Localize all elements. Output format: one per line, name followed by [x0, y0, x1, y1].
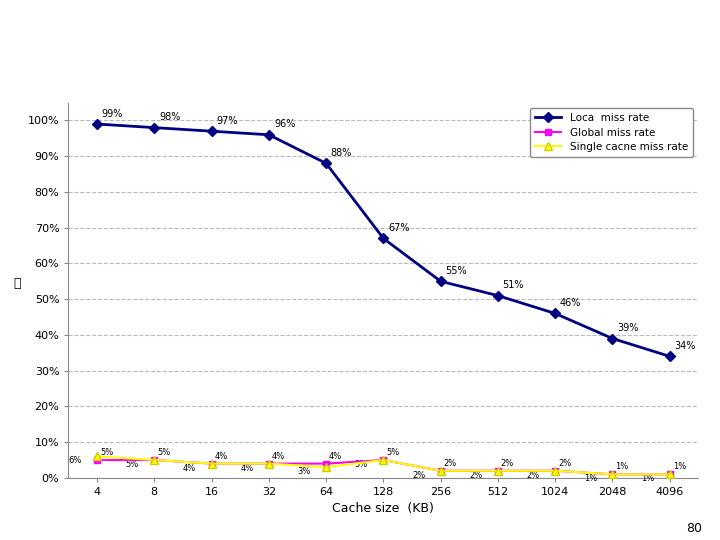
Text: 1%: 1% — [672, 462, 686, 471]
Loca  miss rate — [494, 292, 503, 299]
Text: 5%: 5% — [126, 460, 139, 469]
Text: 67%: 67% — [388, 223, 410, 233]
Text: 3%: 3% — [297, 467, 311, 476]
Text: 99%: 99% — [102, 109, 123, 119]
Text: 1%: 1% — [584, 474, 597, 483]
Text: 2%: 2% — [412, 471, 426, 480]
Text: 5%: 5% — [100, 448, 113, 457]
Text: 4%: 4% — [240, 463, 253, 472]
Single cacne miss rate — [264, 461, 273, 467]
Global miss rate — [379, 457, 388, 463]
Text: 97%: 97% — [216, 116, 238, 126]
Single cacne miss rate — [436, 468, 445, 474]
Text: 88%: 88% — [330, 148, 352, 158]
Legend: Loca  miss rate, Global miss rate, Single cacne miss rate: Loca miss rate, Global miss rate, Single… — [530, 108, 693, 157]
X-axis label: Cache size  (KB): Cache size (KB) — [333, 503, 434, 516]
Single cacne miss rate — [551, 468, 559, 474]
Single cacne miss rate — [93, 453, 102, 460]
Text: 34%: 34% — [675, 341, 696, 351]
Global miss rate — [322, 461, 330, 467]
Global miss rate — [150, 457, 158, 463]
Single cacne miss rate — [665, 471, 674, 477]
Text: 2%: 2% — [526, 471, 540, 480]
Loca  miss rate — [436, 278, 445, 285]
Loca  miss rate — [551, 310, 559, 317]
Text: 98%: 98% — [159, 112, 180, 122]
Line: Loca  miss rate: Loca miss rate — [94, 120, 673, 360]
Loca  miss rate — [264, 132, 273, 138]
Text: 5%: 5% — [355, 460, 368, 469]
Single cacne miss rate — [379, 457, 388, 463]
Text: 51%: 51% — [503, 280, 524, 291]
Single cacne miss rate — [150, 457, 158, 463]
Loca  miss rate — [207, 128, 216, 134]
Global miss rate — [494, 468, 503, 474]
Loca  miss rate — [665, 353, 674, 360]
Text: 39%: 39% — [617, 323, 639, 333]
Loca  miss rate — [93, 121, 102, 127]
Global miss rate — [207, 461, 216, 467]
Global miss rate — [665, 471, 674, 477]
Text: 4%: 4% — [215, 452, 228, 461]
Text: 2%: 2% — [558, 459, 572, 468]
Text: 80: 80 — [686, 522, 702, 535]
Loca  miss rate — [379, 235, 388, 242]
Global miss rate — [551, 468, 559, 474]
Global miss rate — [436, 468, 445, 474]
Text: 5%: 5% — [386, 448, 400, 457]
Single cacne miss rate — [207, 461, 216, 467]
Text: 4%: 4% — [183, 463, 196, 472]
Text: caches: caches — [329, 59, 420, 83]
Text: 2%: 2% — [444, 459, 456, 468]
Single cacne miss rate — [322, 464, 330, 470]
Global miss rate — [93, 457, 102, 463]
Text: 1%: 1% — [641, 474, 654, 483]
Global miss rate — [608, 471, 617, 477]
Text: 4%: 4% — [329, 452, 342, 461]
Text: 1%: 1% — [616, 462, 629, 471]
Line: Single cacne miss rate: Single cacne miss rate — [93, 453, 674, 478]
Loca  miss rate — [322, 160, 330, 167]
Text: 6%: 6% — [68, 456, 82, 465]
Single cacne miss rate — [608, 471, 617, 477]
Text: 46%: 46% — [560, 298, 581, 308]
Y-axis label: 率: 率 — [13, 277, 20, 291]
Text: 5%: 5% — [157, 448, 171, 457]
Loca  miss rate — [608, 335, 617, 342]
Loca  miss rate — [150, 124, 158, 131]
Text: 2%: 2% — [501, 459, 514, 468]
Text: 55%: 55% — [445, 266, 467, 276]
Global miss rate — [264, 461, 273, 467]
Line: Global miss rate: Global miss rate — [94, 456, 673, 478]
Text: 4%: 4% — [271, 452, 285, 461]
Text: 96%: 96% — [274, 119, 296, 130]
Text: 2%: 2% — [469, 471, 482, 480]
Single cacne miss rate — [494, 468, 503, 474]
Text: Miss rates versus cache size for multilevel: Miss rates versus cache size for multile… — [91, 18, 657, 42]
